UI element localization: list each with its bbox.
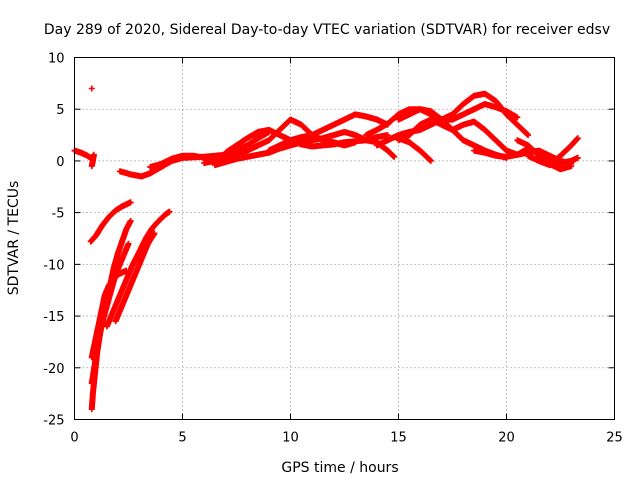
- point-markers: [222, 126, 391, 156]
- chart-title: Day 289 of 2020, Sidereal Day-to-day VTE…: [44, 22, 610, 38]
- point-markers: [88, 240, 132, 387]
- series-arc-early-1: [71, 147, 97, 170]
- data-points: [71, 85, 581, 413]
- point-markers: [88, 85, 95, 92]
- series-arc-steep-5: [103, 208, 173, 330]
- y-tick-label: 5: [56, 103, 64, 118]
- y-tick-label: -20: [43, 362, 64, 377]
- y-axis-label: SDTVAR / TECUs: [6, 181, 22, 296]
- point-markers: [471, 145, 581, 166]
- point-markers: [525, 135, 581, 169]
- tick-labels: 0 5 10 15 20 25 -25 -20 -15 -10 -5 0 5 10: [43, 52, 623, 446]
- series-arc-steep-4: [88, 267, 130, 361]
- series-outlier: [88, 85, 95, 92]
- x-tick-label: 0: [70, 431, 78, 446]
- grid-lines: [74, 57, 615, 420]
- y-tick-label: -25: [43, 414, 64, 429]
- series-arc-mid-3: [222, 126, 391, 156]
- x-tick-label: 15: [390, 431, 407, 446]
- point-markers: [87, 199, 134, 245]
- series-arc-steep-3: [88, 240, 132, 387]
- y-tick-label: -5: [52, 207, 65, 222]
- x-tick-label: 10: [282, 431, 299, 446]
- point-markers: [395, 135, 434, 164]
- series-arc-late-2: [525, 135, 581, 169]
- x-tick-label: 5: [178, 431, 186, 446]
- x-axis-label: GPS time / hours: [281, 460, 398, 476]
- series-arc-mid-4: [265, 111, 391, 154]
- series-arc-high-5: [395, 135, 434, 164]
- series-arc-steep-6: [112, 230, 158, 325]
- y-tick-label: 0: [56, 155, 64, 170]
- axis-ticks: [74, 57, 615, 420]
- series-arc-late-3: [471, 145, 581, 166]
- x-tick-label: 25: [606, 431, 623, 446]
- y-tick-label: 10: [48, 52, 65, 67]
- y-tick-label: -15: [43, 310, 64, 325]
- point-markers: [103, 208, 173, 330]
- point-markers: [112, 230, 158, 325]
- point-markers: [88, 267, 130, 361]
- y-tick-label: -10: [43, 258, 64, 273]
- series-arc-steep-1: [87, 199, 134, 245]
- point-markers: [265, 111, 391, 154]
- x-tick-label: 20: [498, 431, 515, 446]
- point-markers: [71, 147, 97, 170]
- plot-frame: [74, 57, 615, 420]
